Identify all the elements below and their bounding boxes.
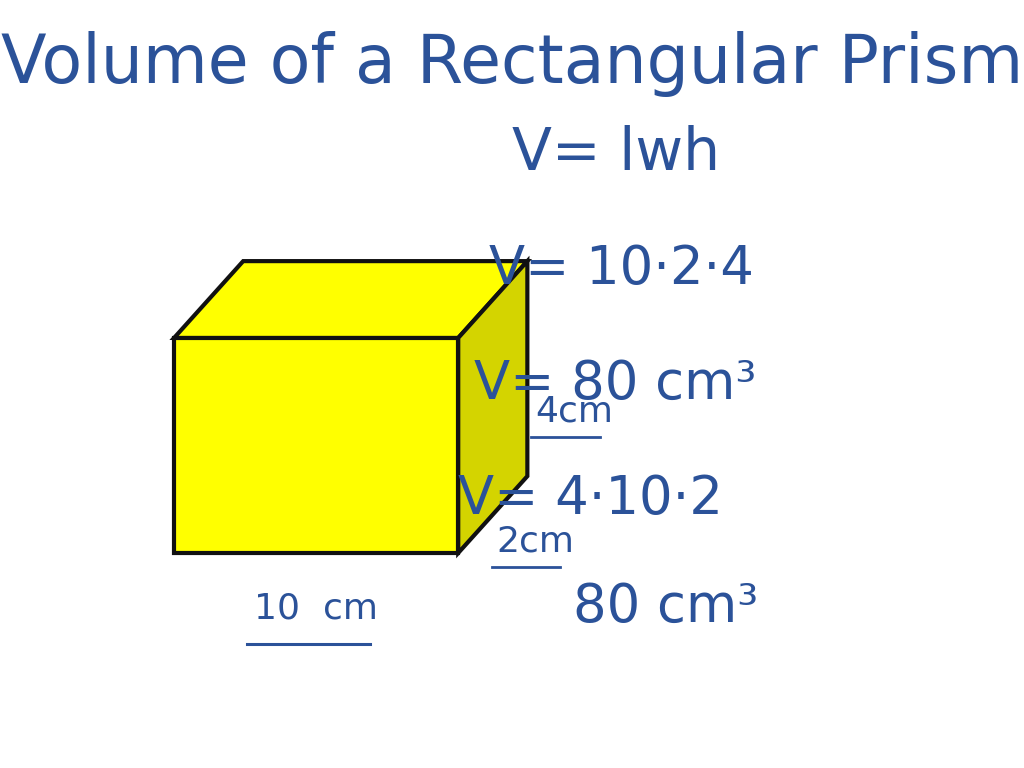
Text: Volume of a Rectangular Prism: Volume of a Rectangular Prism [1, 31, 1023, 97]
Polygon shape [174, 261, 527, 338]
Text: 4cm: 4cm [536, 395, 613, 429]
Text: V= 80 cm³: V= 80 cm³ [474, 358, 756, 410]
Text: V= 10·2·4: V= 10·2·4 [489, 243, 754, 295]
Text: 2cm: 2cm [497, 525, 574, 558]
Text: 10  cm: 10 cm [254, 591, 378, 625]
Text: V= 4·10·2: V= 4·10·2 [459, 473, 723, 525]
Polygon shape [459, 261, 527, 553]
Text: V= lwh: V= lwh [512, 125, 720, 182]
Text: 80 cm³: 80 cm³ [573, 581, 759, 633]
Polygon shape [174, 338, 459, 553]
